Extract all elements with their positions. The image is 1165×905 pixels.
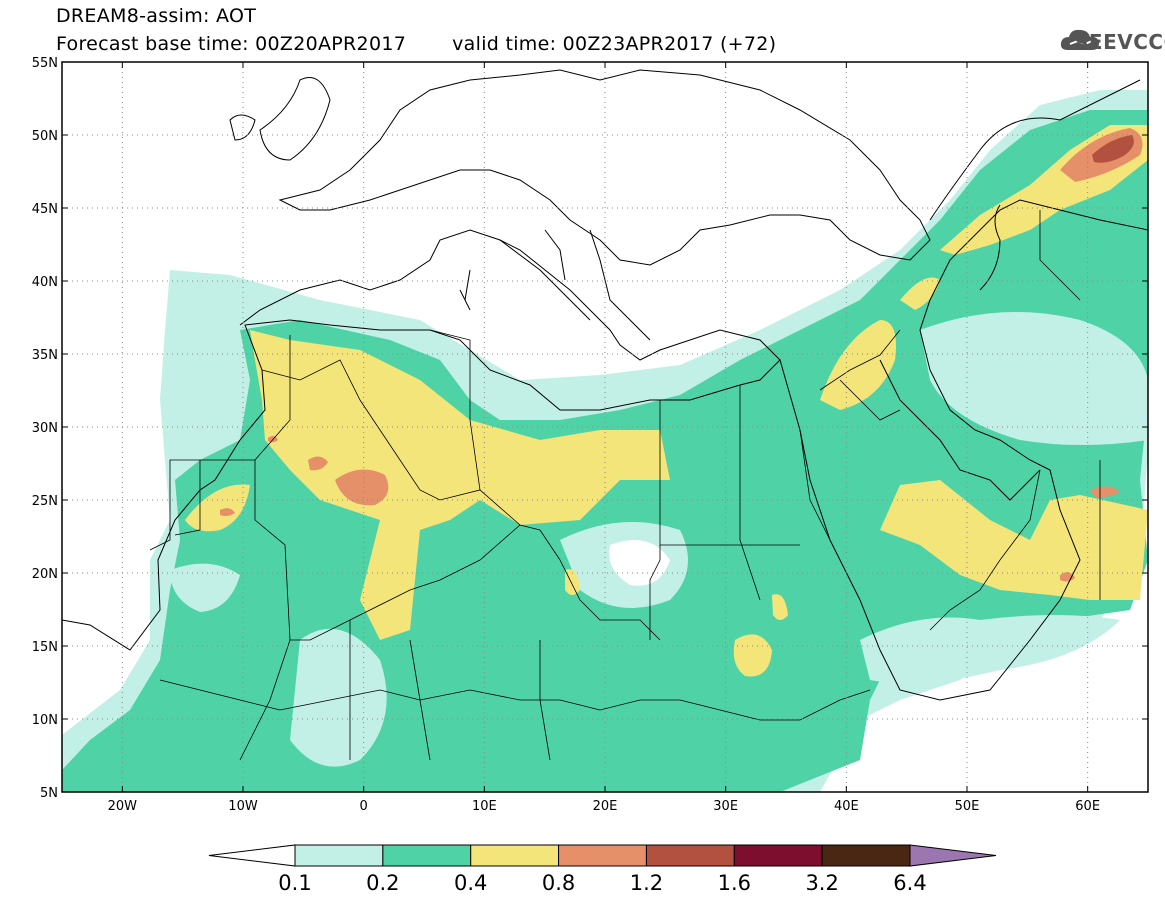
aot-low-area-5 (860, 615, 1120, 684)
aot-low-area-2 (290, 628, 387, 767)
colorbar-label: 0.1 (278, 871, 311, 895)
aot-band-0-4-central-3 (772, 594, 788, 620)
base-time: Forecast base time: 00Z20APR2017 (56, 33, 407, 55)
aot-band-0-4-central (733, 634, 772, 677)
lat-tick-label: 35N (32, 348, 58, 363)
longitude-ticks: 20W 10W 0 10E 20E 30E 40E 50E 60E (108, 62, 1100, 814)
aot-band-1-2-north (1092, 135, 1134, 163)
lon-tick-label: 10E (472, 799, 497, 814)
colorbar-segment (470, 844, 560, 867)
aot-low-area-4 (170, 563, 240, 612)
aot-band-0-4-sahara (250, 330, 670, 640)
lat-tick-label: 40N (32, 275, 58, 290)
aot-field (62, 69, 1148, 792)
aot-band-0-8-oman (1060, 572, 1075, 582)
colorbar-label: 6.4 (893, 871, 926, 895)
valid-time: valid time: 00Z23APR2017 (+72) (452, 33, 777, 55)
lon-tick-label: 50E (955, 799, 980, 814)
colorbar-label: 0.8 (542, 871, 575, 895)
colorbar-upper-arrow (909, 844, 997, 867)
colorbar-label: 3.2 (805, 871, 838, 895)
grid-lines (62, 62, 1148, 792)
lat-tick-label: 50N (32, 129, 58, 144)
aot-band-0-4-caucasus (900, 277, 940, 310)
lat-tick-label: 20N (32, 567, 58, 582)
logo-text: SEEVCCC (1074, 30, 1165, 54)
aot-band-0-8-gulf (1090, 486, 1120, 498)
aot-band-0-4-west (185, 484, 250, 532)
lat-tick-label: 25N (32, 494, 58, 509)
colorbar: 0.1 0.2 0.4 0.8 1.2 1.6 3.2 6.4 (208, 844, 997, 895)
lat-tick-label: 10N (32, 713, 58, 728)
colorbar-segment (558, 844, 647, 867)
colorbar-segment (821, 844, 911, 867)
lon-tick-label: 20W (108, 799, 138, 814)
lon-tick-label: 0 (360, 799, 368, 814)
colorbar-label: 1.2 (630, 871, 663, 895)
aot-band-0-4-arabia (880, 480, 1148, 600)
colorbar-segment (294, 844, 384, 867)
colorbar-lower-arrow (208, 844, 296, 867)
latitude-ticks: 5N 10N 15N 20N 25N 30N 35N 40N 45N 50N 55N (32, 56, 1148, 801)
lat-tick-label: 30N (32, 421, 58, 436)
forecast-times: Forecast base time: 00Z20APR2017 valid ti… (56, 34, 776, 54)
aot-low-area-3 (920, 312, 1148, 445)
aot-band-0-4-mesopotamia (820, 320, 896, 410)
country-borders (149, 210, 1101, 761)
colorbar-label: 1.6 (718, 871, 751, 895)
coastlines (62, 69, 1148, 701)
lon-tick-label: 30E (713, 799, 738, 814)
aot-band-0-8-sahara-2 (308, 456, 328, 471)
colorbar-segment (733, 844, 823, 867)
aot-band-0-4-central-2 (565, 569, 580, 595)
lat-tick-label: 45N (32, 202, 58, 217)
cloud-icon (1060, 29, 1099, 50)
aot-band-0-8-sahara (335, 469, 389, 506)
aot-clear-area (609, 540, 670, 586)
colorbar-label: 0.2 (366, 871, 399, 895)
lat-tick-label: 15N (32, 640, 58, 655)
lon-tick-label: 40E (834, 799, 859, 814)
lat-tick-label: 5N (40, 786, 58, 801)
lon-tick-label: 10W (228, 799, 258, 814)
lat-tick-label: 55N (32, 56, 58, 71)
aot-band-0-8-west (220, 508, 235, 517)
colorbar-segment (645, 844, 735, 867)
colorbar-label: 0.4 (454, 871, 487, 895)
colorbar-segment (382, 844, 472, 867)
lon-tick-label: 60E (1075, 799, 1100, 814)
map-title: DREAM8-assim: AOT (56, 5, 257, 27)
lon-tick-label: 20E (593, 799, 618, 814)
